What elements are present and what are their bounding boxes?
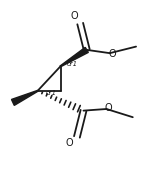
Text: or1: or1 (46, 90, 57, 96)
Text: O: O (66, 138, 73, 148)
Polygon shape (60, 47, 88, 67)
Text: O: O (105, 103, 112, 113)
Text: or1: or1 (67, 61, 78, 67)
Text: O: O (109, 49, 117, 59)
Polygon shape (12, 90, 38, 105)
Text: O: O (71, 11, 78, 21)
